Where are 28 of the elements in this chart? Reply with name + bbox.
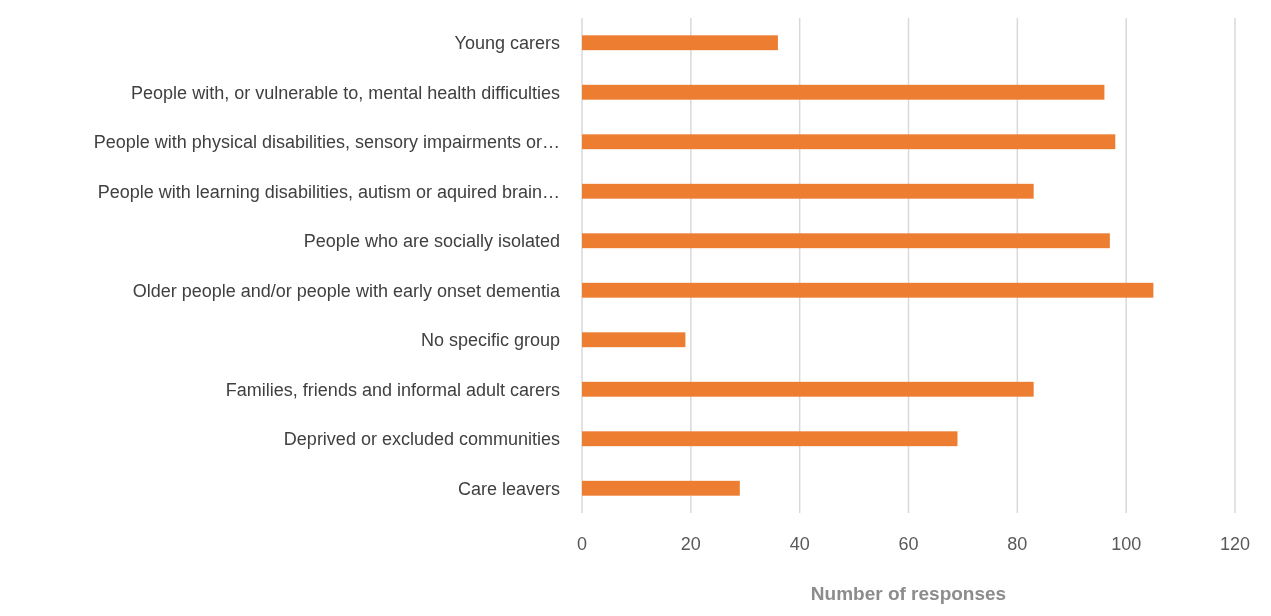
x-tick-label: 80 (1007, 534, 1028, 554)
x-tick-label: 100 (1111, 534, 1142, 554)
bar (582, 35, 778, 51)
x-tick-label: 20 (680, 534, 701, 554)
bar (582, 282, 1154, 298)
y-tick-label: People with learning disabilities, autism or aquired brain… (97, 181, 560, 202)
y-tick-label: Older people and/or people with early onset dementia (132, 280, 561, 301)
x-axis-title: Number of responses (810, 583, 1007, 604)
bar (582, 480, 740, 496)
x-tick-label: 120 (1219, 534, 1251, 554)
bar (582, 134, 1116, 150)
y-tick-label: Young carers (454, 33, 560, 54)
x-tick-label: 0 (576, 534, 588, 554)
y-tick-label: No specific group (420, 330, 560, 351)
y-tick-label: Deprived or excluded communities (283, 429, 560, 450)
y-tick-label: Families, friends and informal adult carers (225, 379, 560, 400)
bar (582, 332, 686, 348)
bar (582, 183, 1034, 199)
y-tick-label: People with physical disabilities, sensory impairments or… (93, 132, 560, 153)
y-tick-label: People with, or vulnerable to, mental health difficulties (131, 82, 560, 103)
bar (582, 233, 1110, 249)
x-tick-label: 60 (898, 534, 919, 554)
bar (582, 84, 1105, 100)
bar (582, 381, 1034, 397)
y-tick-label: People who are socially isolated (303, 231, 560, 252)
bar (582, 431, 958, 447)
x-tick-label: 40 (789, 534, 810, 554)
y-tick-label: Care leavers (457, 478, 560, 499)
